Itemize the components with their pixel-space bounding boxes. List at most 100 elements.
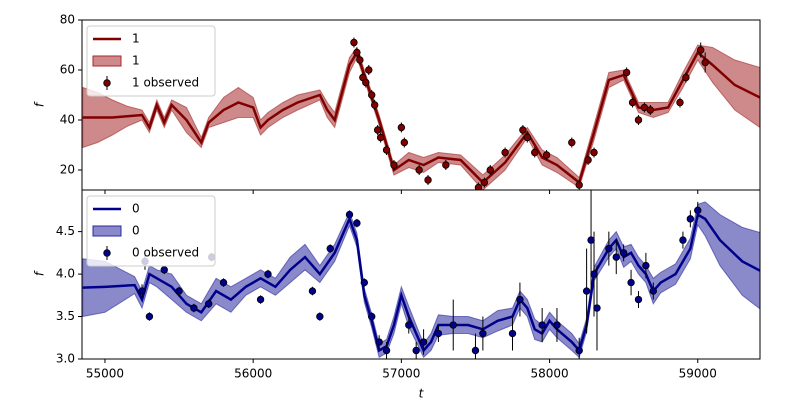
observed-point [449, 321, 457, 329]
y-tick-label: 3.5 [56, 309, 75, 323]
observed-point [345, 210, 354, 219]
observed-point [627, 278, 635, 287]
observed-point [531, 148, 539, 157]
observed-point [501, 148, 509, 157]
observed-point [649, 287, 657, 295]
observed-point [480, 178, 489, 187]
y-tick-label: 80 [60, 13, 75, 27]
observed-point [575, 346, 583, 355]
observed-point [628, 98, 637, 107]
observed-point [375, 338, 383, 346]
x-tick-label: 55000 [86, 367, 124, 381]
observed-point [553, 321, 561, 329]
observed-point [397, 123, 406, 132]
observed-point [434, 329, 443, 338]
observed-point [634, 116, 643, 124]
observed-point [523, 133, 532, 142]
observed-point [205, 300, 213, 308]
observed-point [634, 295, 643, 304]
observed-point [568, 138, 576, 147]
observed-point [590, 148, 598, 157]
observed-point [642, 261, 650, 270]
y-tick-label: 4.5 [56, 224, 75, 238]
observed-point [646, 106, 655, 114]
observed-point [697, 46, 705, 54]
observed-point [676, 98, 684, 107]
observed-point [587, 236, 595, 244]
observed-point [590, 270, 598, 278]
observed-point [365, 66, 373, 74]
observed-point [471, 346, 480, 355]
observed-point [360, 278, 369, 287]
legend-label: 1 observed [132, 76, 199, 90]
legend-label: 1 [132, 32, 140, 46]
x-tick-label: 56000 [234, 367, 272, 381]
observed-point [542, 151, 551, 159]
model-line [82, 212, 760, 354]
observed-point [622, 68, 631, 77]
x-axis-label: t [419, 387, 425, 400]
observed-point [400, 138, 409, 147]
observed-point [612, 253, 620, 261]
y-tick-label: 60 [60, 63, 75, 77]
legend-label: 1 [132, 54, 140, 68]
observed-point [619, 249, 628, 257]
observed-point [368, 91, 376, 99]
observed-point [584, 156, 592, 164]
x-tick-label: 57000 [382, 367, 420, 381]
legend-patch [92, 225, 122, 237]
observed-point [368, 312, 376, 321]
model-line [82, 49, 760, 185]
observed-point [382, 146, 391, 154]
observed-point [362, 78, 370, 87]
y-tick-label: 4.0 [56, 267, 75, 281]
observed-point [679, 236, 687, 244]
observed-point [424, 176, 432, 184]
observed-point [686, 215, 695, 223]
observed-point [353, 48, 361, 57]
observed-point [350, 38, 358, 47]
observed-point [405, 321, 413, 329]
observed-point [701, 58, 709, 67]
y-axis-label: f [33, 270, 47, 276]
observed-point [316, 312, 324, 321]
observed-point [519, 126, 527, 134]
y-tick-label: 40 [60, 113, 75, 127]
observed-point [264, 270, 272, 278]
legend-patch [92, 55, 122, 67]
legend-marker [103, 249, 111, 257]
observed-point [479, 329, 487, 338]
observed-point [575, 181, 583, 189]
observed-point [486, 166, 494, 174]
observed-point [308, 287, 317, 295]
plot-area [82, 37, 760, 190]
legend-label: 0 [132, 224, 140, 238]
observed-point [353, 219, 361, 227]
observed-point [605, 244, 613, 253]
observed-point [190, 304, 198, 312]
observed-point [219, 278, 228, 287]
observed-point [419, 338, 428, 346]
observed-point [390, 161, 398, 169]
legend-box [86, 195, 216, 267]
observed-point [538, 321, 546, 329]
observed-point [382, 346, 391, 355]
legend-marker [103, 79, 111, 87]
observed-point [175, 287, 183, 295]
observed-point [160, 266, 168, 274]
observed-point [412, 346, 420, 355]
observed-point [138, 287, 146, 295]
x-tick-label: 59000 [679, 367, 717, 381]
x-tick-label: 58000 [530, 367, 568, 381]
legend-label: 0 [132, 202, 140, 216]
observed-point [474, 183, 483, 190]
observed-point [373, 126, 382, 134]
y-axis-label: f [33, 101, 47, 107]
confidence-band [82, 44, 760, 190]
observed-point [508, 329, 517, 338]
legend-box [86, 25, 216, 97]
observed-point [516, 295, 524, 304]
observed-point [376, 133, 385, 142]
y-tick-label: 3.0 [56, 352, 75, 366]
